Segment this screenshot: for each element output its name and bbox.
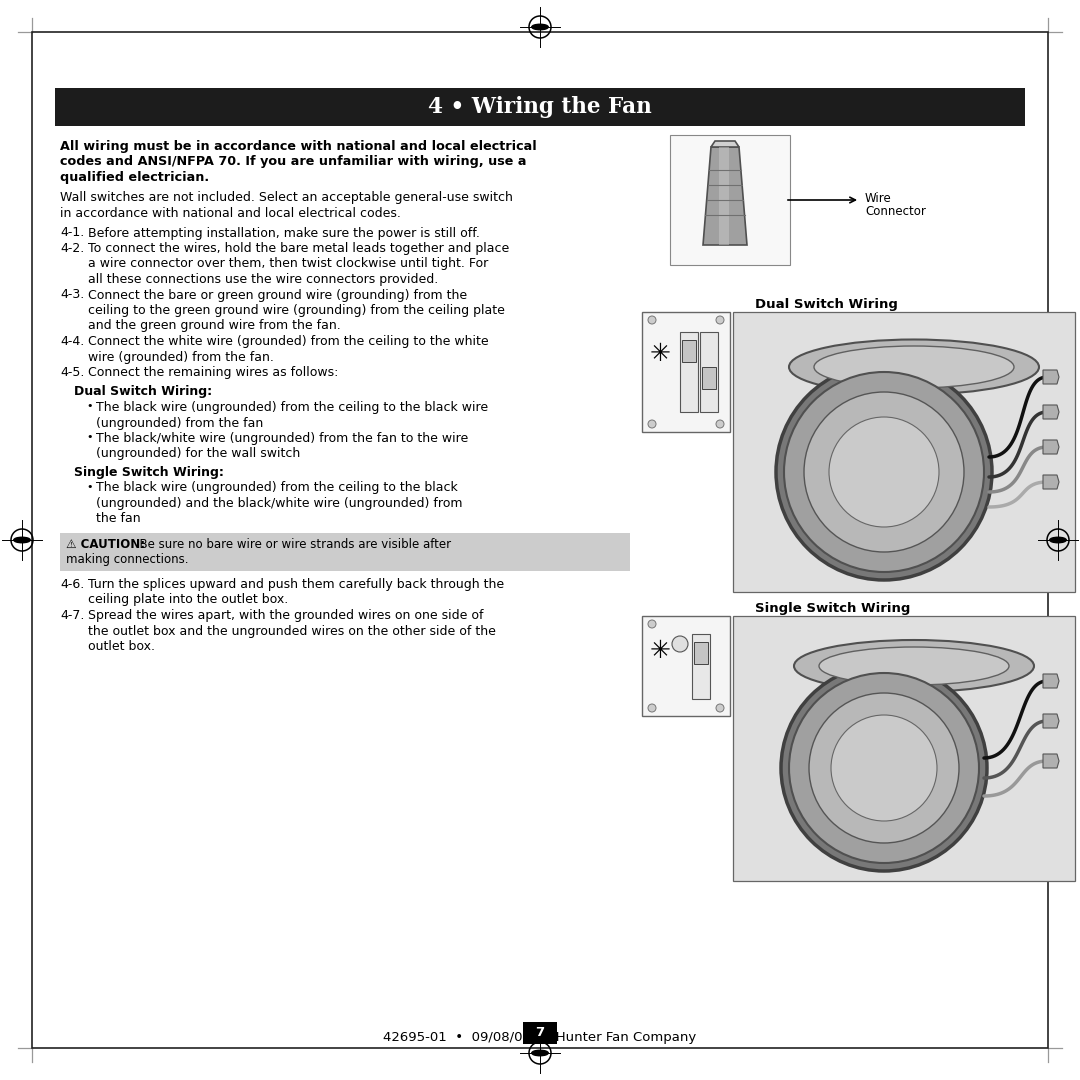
- Text: ✳: ✳: [649, 639, 671, 663]
- Text: a wire connector over them, then twist clockwise until tight. For: a wire connector over them, then twist c…: [87, 257, 488, 270]
- Polygon shape: [1043, 714, 1059, 728]
- Bar: [523, 1022, 557, 1044]
- Text: Connect the remaining wires as follows:: Connect the remaining wires as follows:: [87, 366, 338, 379]
- Circle shape: [648, 316, 656, 324]
- Text: ceiling plate into the outlet box.: ceiling plate into the outlet box.: [87, 594, 288, 607]
- Circle shape: [716, 316, 724, 324]
- Circle shape: [716, 420, 724, 428]
- Ellipse shape: [1050, 537, 1066, 543]
- Text: 4-7.: 4-7.: [60, 609, 84, 622]
- Ellipse shape: [531, 24, 549, 30]
- Text: making connections.: making connections.: [66, 553, 189, 567]
- Text: all these connections use the wire connectors provided.: all these connections use the wire conne…: [87, 273, 438, 286]
- Text: 4-4.: 4-4.: [60, 335, 84, 348]
- Text: 4-6.: 4-6.: [60, 578, 84, 591]
- Text: The black wire (ungrounded) from the ceiling to the black: The black wire (ungrounded) from the cei…: [96, 482, 458, 495]
- Text: 4-5.: 4-5.: [60, 366, 84, 379]
- Text: Turn the splices upward and push them carefully back through the: Turn the splices upward and push them ca…: [87, 578, 504, 591]
- Text: ceiling to the green ground wire (grounding) from the ceiling plate: ceiling to the green ground wire (ground…: [87, 303, 504, 318]
- Text: Wire: Wire: [865, 192, 892, 205]
- Bar: [670, 135, 789, 265]
- Text: (ungrounded) and the black/white wire (ungrounded) from: (ungrounded) and the black/white wire (u…: [96, 497, 462, 510]
- Ellipse shape: [794, 640, 1034, 692]
- Ellipse shape: [789, 339, 1039, 394]
- Text: 7: 7: [536, 1026, 544, 1039]
- Text: codes and ANSI/NFPA 70. If you are unfamiliar with wiring, use a: codes and ANSI/NFPA 70. If you are unfam…: [60, 156, 527, 168]
- Polygon shape: [1043, 475, 1059, 489]
- Text: the fan: the fan: [96, 513, 140, 526]
- Text: qualified electrician.: qualified electrician.: [60, 171, 210, 184]
- Text: the outlet box and the ungrounded wires on the other side of the: the outlet box and the ungrounded wires …: [87, 624, 496, 637]
- Text: Dual Switch Wiring:: Dual Switch Wiring:: [75, 386, 212, 399]
- Polygon shape: [1043, 754, 1059, 768]
- Circle shape: [784, 372, 984, 572]
- Text: 4-3.: 4-3.: [60, 288, 84, 301]
- Bar: [700, 332, 718, 411]
- Polygon shape: [1043, 405, 1059, 419]
- Circle shape: [716, 704, 724, 712]
- Circle shape: [648, 420, 656, 428]
- Bar: [733, 312, 1075, 592]
- Text: (ungrounded) from the fan: (ungrounded) from the fan: [96, 417, 264, 430]
- Bar: [733, 616, 1075, 881]
- Circle shape: [804, 392, 964, 552]
- Text: 4 • Wiring the Fan: 4 • Wiring the Fan: [428, 96, 652, 118]
- Text: Connect the white wire (grounded) from the ceiling to the white: Connect the white wire (grounded) from t…: [87, 335, 488, 348]
- Bar: [694, 642, 708, 664]
- Text: and the green ground wire from the fan.: and the green ground wire from the fan.: [87, 320, 341, 333]
- Text: ⚠ CAUTION:: ⚠ CAUTION:: [66, 538, 145, 551]
- Polygon shape: [711, 141, 739, 147]
- Text: •: •: [86, 401, 93, 411]
- Polygon shape: [1043, 674, 1059, 688]
- Circle shape: [781, 665, 987, 870]
- Bar: [60, 534, 630, 571]
- Bar: [702, 367, 716, 389]
- Text: 4-2.: 4-2.: [60, 242, 84, 255]
- Circle shape: [829, 417, 939, 527]
- Polygon shape: [1043, 370, 1059, 384]
- Circle shape: [648, 704, 656, 712]
- Bar: [55, 87, 1025, 126]
- Text: Wall switches are not included. Select an acceptable general-use switch: Wall switches are not included. Select a…: [60, 191, 513, 204]
- Text: outlet box.: outlet box.: [87, 640, 156, 653]
- Bar: [692, 634, 710, 699]
- Text: in accordance with national and local electrical codes.: in accordance with national and local el…: [60, 207, 401, 220]
- Circle shape: [648, 620, 656, 627]
- Text: wire (grounded) from the fan.: wire (grounded) from the fan.: [87, 351, 274, 364]
- Circle shape: [789, 673, 978, 863]
- Text: Be sure no bare wire or wire strands are visible after: Be sure no bare wire or wire strands are…: [132, 538, 451, 551]
- Circle shape: [831, 715, 937, 821]
- Text: To connect the wires, hold the bare metal leads together and place: To connect the wires, hold the bare meta…: [87, 242, 510, 255]
- Circle shape: [777, 364, 993, 580]
- Text: Before attempting installation, make sure the power is still off.: Before attempting installation, make sur…: [87, 227, 480, 240]
- Text: Spread the wires apart, with the grounded wires on one side of: Spread the wires apart, with the grounde…: [87, 609, 484, 622]
- Text: Single Switch Wiring:: Single Switch Wiring:: [75, 465, 224, 480]
- Text: 42695-01  •  09/08/09  •  Hunter Fan Company: 42695-01 • 09/08/09 • Hunter Fan Company: [383, 1031, 697, 1044]
- Circle shape: [809, 693, 959, 843]
- Text: ✳: ✳: [649, 342, 671, 366]
- Text: Connect the bare or green ground wire (grounding) from the: Connect the bare or green ground wire (g…: [87, 288, 468, 301]
- Bar: [642, 312, 730, 432]
- Text: •: •: [86, 482, 93, 491]
- Text: Dual Switch Wiring: Dual Switch Wiring: [755, 298, 897, 311]
- Text: •: •: [86, 432, 93, 442]
- Text: The black wire (ungrounded) from the ceiling to the black wire: The black wire (ungrounded) from the cei…: [96, 401, 488, 414]
- Ellipse shape: [814, 346, 1014, 388]
- Ellipse shape: [819, 647, 1009, 685]
- Ellipse shape: [14, 537, 30, 543]
- Text: (ungrounded) for the wall switch: (ungrounded) for the wall switch: [96, 447, 300, 460]
- Circle shape: [672, 636, 688, 652]
- Ellipse shape: [531, 1050, 549, 1056]
- Bar: [642, 616, 730, 716]
- Bar: [680, 332, 698, 411]
- Text: The black/white wire (ungrounded) from the fan to the wire: The black/white wire (ungrounded) from t…: [96, 432, 469, 445]
- Text: Connector: Connector: [865, 205, 926, 218]
- Polygon shape: [703, 147, 747, 245]
- Polygon shape: [1043, 440, 1059, 454]
- Text: 4-1.: 4-1.: [60, 227, 84, 240]
- Text: Single Switch Wiring: Single Switch Wiring: [755, 602, 910, 615]
- Text: All wiring must be in accordance with national and local electrical: All wiring must be in accordance with na…: [60, 140, 537, 153]
- Bar: [719, 147, 729, 245]
- Bar: [681, 340, 696, 362]
